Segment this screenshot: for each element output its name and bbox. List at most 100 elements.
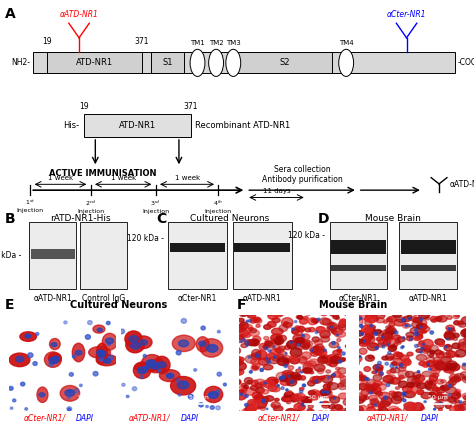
Ellipse shape [37,387,48,402]
Text: TM4: TM4 [339,40,354,46]
Ellipse shape [431,367,440,374]
Ellipse shape [302,367,313,373]
Ellipse shape [458,411,468,418]
Ellipse shape [365,327,375,334]
Ellipse shape [458,346,464,349]
Ellipse shape [237,335,244,340]
Ellipse shape [291,398,297,402]
Ellipse shape [455,389,461,394]
Text: TM3: TM3 [226,40,241,46]
Ellipse shape [321,392,327,396]
Ellipse shape [364,340,365,342]
Ellipse shape [247,381,252,384]
Ellipse shape [245,355,257,363]
Text: αATD-NR1: αATD-NR1 [243,294,282,303]
Ellipse shape [399,381,408,388]
Bar [331,265,386,271]
Ellipse shape [97,343,108,361]
Ellipse shape [445,346,447,348]
Ellipse shape [253,366,258,369]
Ellipse shape [334,397,336,399]
Ellipse shape [455,402,463,408]
Ellipse shape [334,331,346,337]
Ellipse shape [264,380,274,388]
Ellipse shape [302,334,310,340]
Ellipse shape [330,396,339,403]
Ellipse shape [398,370,409,378]
Ellipse shape [301,371,302,373]
Ellipse shape [375,371,377,373]
Ellipse shape [356,339,363,344]
Ellipse shape [386,375,395,380]
Ellipse shape [332,373,336,376]
Ellipse shape [252,349,261,357]
Ellipse shape [326,370,331,373]
Ellipse shape [375,330,383,336]
Ellipse shape [327,383,338,390]
Ellipse shape [135,363,159,371]
Ellipse shape [380,372,383,375]
Ellipse shape [448,328,450,330]
Ellipse shape [281,374,292,381]
Ellipse shape [402,323,410,328]
Ellipse shape [279,335,286,341]
Ellipse shape [323,349,326,352]
Ellipse shape [142,355,163,371]
Ellipse shape [245,308,255,316]
Ellipse shape [427,351,434,357]
Ellipse shape [49,357,58,364]
Ellipse shape [365,317,370,321]
Ellipse shape [74,388,79,392]
Ellipse shape [332,330,337,333]
Ellipse shape [246,405,255,412]
Ellipse shape [107,321,110,325]
Bar [170,243,226,252]
Ellipse shape [216,390,220,393]
Text: αATD-NR1/: αATD-NR1/ [367,414,409,423]
Ellipse shape [434,402,444,408]
Ellipse shape [408,317,410,320]
Ellipse shape [283,370,294,377]
Ellipse shape [453,333,459,337]
Ellipse shape [309,390,320,397]
Ellipse shape [49,338,60,349]
Bar [29,222,76,289]
Text: F: F [237,298,246,312]
Ellipse shape [9,386,13,390]
Ellipse shape [359,405,367,412]
Text: DAPI: DAPI [181,414,199,423]
Ellipse shape [276,336,281,339]
Text: 50 μm: 50 μm [78,395,98,400]
Ellipse shape [268,312,278,319]
Ellipse shape [330,356,341,363]
Ellipse shape [387,317,396,322]
Ellipse shape [264,325,271,329]
Ellipse shape [410,309,417,313]
Ellipse shape [392,310,400,315]
Ellipse shape [249,371,252,373]
Ellipse shape [68,408,71,411]
Ellipse shape [339,375,345,378]
Ellipse shape [335,354,341,358]
Ellipse shape [391,362,395,364]
Ellipse shape [338,383,344,387]
Ellipse shape [308,409,314,413]
Ellipse shape [422,371,431,377]
Ellipse shape [352,387,359,392]
Ellipse shape [371,330,376,334]
Text: 1$^{st}$
Injection: 1$^{st}$ Injection [17,198,44,213]
Ellipse shape [298,405,305,410]
Ellipse shape [73,343,85,362]
Ellipse shape [248,399,260,407]
Text: C: C [156,212,167,226]
Ellipse shape [290,380,294,384]
Ellipse shape [301,352,311,359]
Ellipse shape [444,365,452,371]
Ellipse shape [433,394,444,400]
Ellipse shape [327,355,337,363]
Ellipse shape [242,309,251,314]
Ellipse shape [374,317,378,321]
Ellipse shape [282,317,293,327]
Ellipse shape [104,359,111,363]
Ellipse shape [286,401,291,404]
